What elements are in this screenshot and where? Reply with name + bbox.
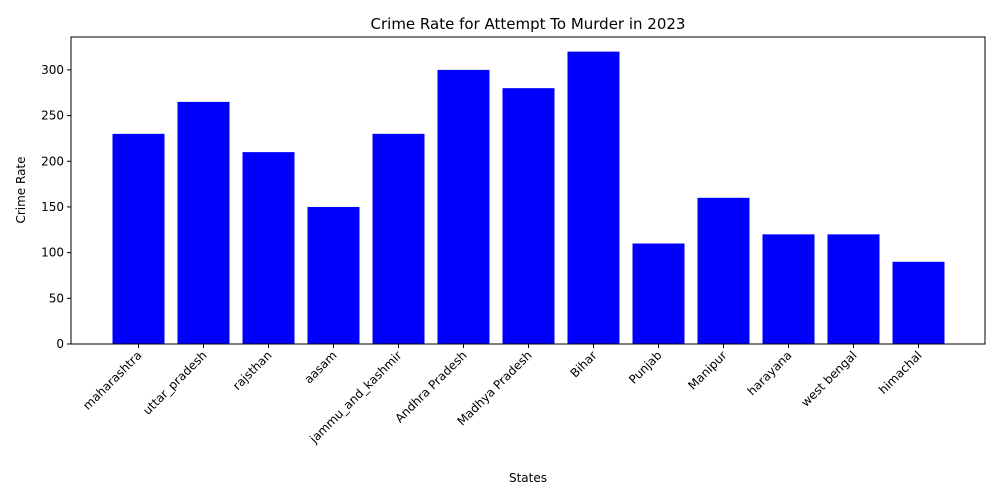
y-axis-label: Crime Rate <box>14 156 28 223</box>
bar-8 <box>632 243 685 344</box>
y-tick-label-5: 250 <box>41 109 64 123</box>
x-axis-label: States <box>509 471 547 485</box>
x-tick-label-7: Bihar <box>567 348 599 380</box>
bar-3 <box>307 206 360 344</box>
bar-2 <box>242 152 295 344</box>
y-tick-label-1: 50 <box>49 291 64 305</box>
bar-6 <box>502 88 555 345</box>
bar-1 <box>177 101 230 344</box>
y-tick-label-4: 200 <box>41 154 64 168</box>
x-tick-label-11: west bengal <box>798 348 859 409</box>
y-tick-label-3: 150 <box>41 200 64 214</box>
x-tick-label-12: himachal <box>876 348 925 397</box>
x-tick-label-10: harayana <box>745 348 795 398</box>
bar-12 <box>892 261 945 344</box>
y-tick-label-2: 100 <box>41 246 64 260</box>
bar-7 <box>567 51 620 344</box>
bar-10 <box>762 234 815 344</box>
bar-9 <box>697 197 750 344</box>
y-axis: 0 50 100 150 200 250 300 <box>41 63 71 351</box>
bar-0 <box>112 133 165 344</box>
x-tick-label-3: aasam <box>301 348 339 386</box>
x-tick-label-2: rajsthan <box>230 348 275 393</box>
bars-group <box>112 51 945 345</box>
x-tick-label-9: Manipur <box>685 348 729 392</box>
y-tick-label-6: 300 <box>41 63 64 77</box>
bar-5 <box>437 69 490 345</box>
y-tick-label-0: 0 <box>56 337 64 351</box>
bar-4 <box>372 133 425 344</box>
bar-11 <box>827 234 880 344</box>
chart-title: Crime Rate for Attempt To Murder in 2023 <box>371 15 686 33</box>
plot-frame <box>70 36 986 345</box>
x-tick-label-0: maharashtra <box>80 348 144 412</box>
x-tick-label-8: Punjab <box>626 348 665 387</box>
x-tick-label-1: uttar_pradesh <box>140 348 209 417</box>
